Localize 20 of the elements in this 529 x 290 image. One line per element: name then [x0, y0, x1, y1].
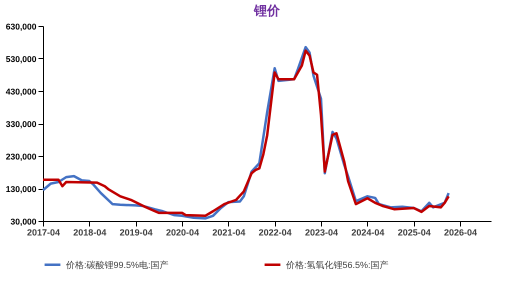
- y-tick-label: 630,000: [6, 22, 37, 32]
- y-tick-label: 30,000: [10, 216, 37, 226]
- legend-label: 价格:碳酸锂99.5%电:国产: [65, 260, 169, 270]
- x-tick-label: 2021-04: [212, 228, 246, 238]
- y-tick-label: 230,000: [6, 152, 37, 162]
- x-tick-label: 2022-04: [258, 228, 292, 238]
- x-tick-label: 2026-04: [444, 228, 478, 238]
- x-tick-label: 2020-04: [166, 228, 200, 238]
- x-tick-label: 2025-04: [398, 228, 431, 238]
- y-tick-label: 530,000: [6, 54, 37, 64]
- x-tick-label: 2019-04: [120, 228, 153, 238]
- x-tick-label: 2024-04: [351, 228, 384, 238]
- x-tick-label: 2023-04: [304, 228, 338, 238]
- y-tick-label: 130,000: [6, 184, 37, 194]
- x-tick-label: 2017-04: [26, 228, 60, 238]
- chart-title: 锂价: [253, 3, 281, 18]
- y-tick-label: 330,000: [6, 119, 37, 129]
- legend-label: 价格:氢氧化锂56.5%:国产: [285, 260, 389, 270]
- y-tick-label: 430,000: [6, 86, 37, 96]
- x-tick-label: 2018-04: [73, 228, 106, 238]
